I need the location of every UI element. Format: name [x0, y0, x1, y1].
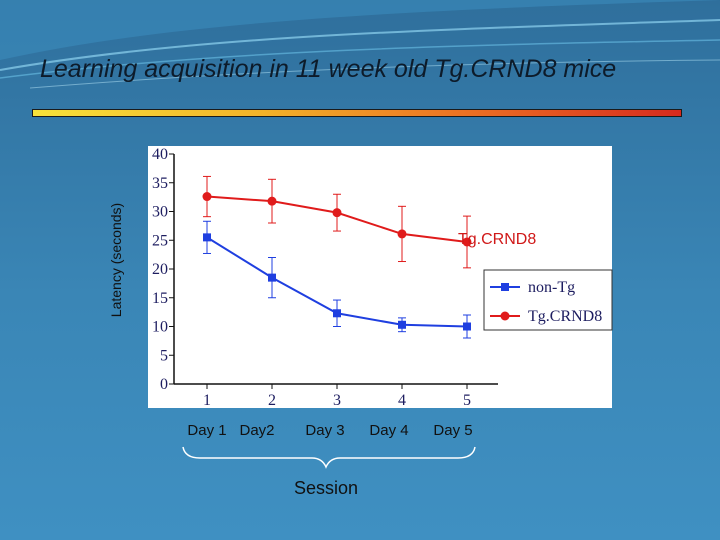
- series-annotation: Tg.CRND8: [458, 231, 536, 248]
- y-tick-label: 30: [152, 204, 168, 221]
- swoosh-band: [0, 0, 720, 60]
- session-day-label: Day2: [239, 422, 275, 439]
- y-tick-label: 0: [160, 376, 168, 393]
- swoosh-line-2: [0, 39, 720, 79]
- y-tick-label: 15: [152, 290, 168, 307]
- x-axis-title: Session: [293, 478, 359, 498]
- brace-path: [182, 446, 476, 469]
- non-tg-legend-marker: [501, 283, 509, 291]
- tg-crnd8-point: [462, 237, 472, 247]
- x-tick-label: 3: [333, 392, 341, 409]
- y-tick-label: 5: [160, 347, 168, 364]
- title-underline-bar: [32, 109, 682, 117]
- y-tick-label: 40: [152, 146, 168, 163]
- y-tick-label: 10: [152, 319, 168, 336]
- swoosh-line-3: [29, 59, 720, 89]
- x-tick-label: 2: [268, 392, 276, 409]
- x-tick-label: 5: [463, 392, 471, 409]
- non-tg-point: [398, 320, 406, 329]
- tg-crnd8-point: [267, 196, 277, 206]
- chart-axes: 0 5 10 15 20 25 30 35 40 1 2 3 4 5: [152, 146, 498, 409]
- session-day-label: Day 3: [305, 422, 345, 439]
- session-day-label: Day 4: [369, 422, 409, 439]
- tg-crnd8-point: [202, 192, 212, 202]
- x-tick-label: 1: [203, 392, 211, 409]
- tg-crnd8-point: [332, 208, 342, 218]
- non-tg-point: [333, 309, 341, 318]
- swoosh-line-1: [0, 19, 720, 71]
- tg-crnd8-legend-marker: [500, 311, 510, 321]
- y-tick-label: 25: [152, 232, 168, 249]
- slide-title: Learning acquisition in 11 week old Tg.C…: [40, 55, 617, 83]
- x-tick-label: 4: [398, 392, 406, 409]
- y-tick-label: 20: [152, 261, 168, 278]
- non-tg-point: [463, 322, 471, 331]
- session-day-label: Day 5: [433, 422, 473, 439]
- chart-legend: non-Tg Tg.CRND8: [483, 269, 613, 331]
- y-tick-label: 35: [152, 175, 168, 192]
- tg-crnd8-point: [397, 229, 407, 239]
- non-tg-legend-label: non-Tg: [528, 279, 575, 296]
- header-swoosh: [0, 0, 720, 89]
- non-tg-point: [268, 273, 276, 282]
- session-day-label: Day 1: [187, 422, 227, 439]
- tg-crnd8-legend-label: Tg.CRND8: [528, 308, 602, 325]
- chart-series: [202, 175, 472, 339]
- non-tg-point: [203, 233, 211, 242]
